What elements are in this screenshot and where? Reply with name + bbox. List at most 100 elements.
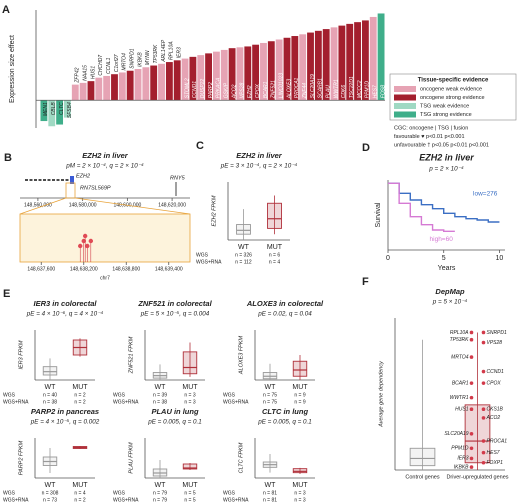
legend-swatch — [394, 94, 416, 101]
x-tick-label: WT — [238, 244, 250, 251]
gene-label: EZH2 — [247, 85, 253, 98]
gene-label: PROCA1 — [294, 77, 300, 98]
legend-note: unfavourable † p<0.05 p<0.01 p<0.001 — [394, 142, 489, 148]
subtitle: pE = 0.02, q = 0.04 — [257, 311, 312, 318]
point-label: TP53RK — [450, 337, 470, 343]
title: DepMap — [435, 287, 465, 296]
subtitle: p = 2 × 10⁻⁴ — [428, 166, 464, 173]
row-count: n = 2 — [74, 399, 85, 405]
row-label: WGS — [196, 252, 209, 258]
box — [182, 351, 198, 375]
gene-label: FOSB — [380, 84, 386, 98]
point — [469, 381, 474, 385]
x-tick-label: MUT — [72, 482, 88, 489]
row-label: WGS+RNA — [3, 497, 29, 503]
gene-label: ALOXE3 — [286, 79, 292, 100]
x-axis-label: chr7 — [100, 275, 110, 281]
x-tick-label: WT — [155, 482, 167, 489]
row-count: n = 6 — [269, 252, 280, 258]
gene-label: RN7SL569P — [80, 185, 111, 191]
row-count: n = 326 — [235, 252, 252, 258]
survival-curve — [388, 182, 455, 233]
bar — [244, 46, 252, 101]
x-tick-label: WT — [45, 482, 57, 489]
gene-label: IKBKB — [137, 52, 143, 67]
row-count: n = 38 — [43, 399, 57, 405]
point-label: ACO2 — [486, 415, 501, 421]
gene-label: CDK6 — [341, 85, 347, 99]
y-axis-label: IER3 FPKM — [18, 340, 24, 369]
gene-label: RPL10A — [169, 41, 175, 60]
gene-label: PPM1D — [365, 81, 371, 99]
box — [262, 372, 278, 380]
gene-label: ZFP42 — [75, 67, 81, 83]
gene-label: PARP2 — [208, 82, 214, 98]
box — [464, 404, 491, 464]
x-tick-label: 148,580,000 — [69, 202, 97, 208]
title: EZH2 in liver — [82, 151, 129, 160]
legend-swatch — [394, 86, 416, 92]
point-label: CPOX — [487, 380, 502, 386]
x-tick-label: MUT — [292, 384, 308, 391]
gene-label: MCCC2 — [357, 80, 363, 98]
mutation — [85, 243, 90, 249]
x-axis-label: Years — [438, 265, 456, 272]
row-count: n = 112 — [235, 259, 252, 265]
row-count: n = 308 — [42, 490, 59, 496]
bar — [111, 74, 118, 101]
x-tick-label: MUT — [267, 244, 283, 251]
x-tick-label: MUT — [182, 482, 198, 489]
gene-label: ACO2 — [231, 84, 237, 99]
row-count: n = 4 — [269, 259, 280, 265]
mutation — [82, 233, 88, 239]
bar — [150, 65, 158, 101]
gene-label: ARL14EP — [161, 39, 167, 63]
bar — [142, 67, 150, 101]
bar — [79, 82, 87, 101]
bar — [220, 49, 228, 101]
y-axis-label: ALOXE3 FPKM — [238, 335, 244, 375]
subtitle: p = 5 × 10⁻⁴ — [432, 299, 468, 306]
point — [481, 416, 486, 420]
row-label: WGS+RNA — [223, 399, 249, 405]
row-count: n = 3 — [184, 392, 195, 398]
bar — [48, 100, 56, 127]
mutation — [78, 243, 83, 249]
gene-label: ZNF521 — [271, 80, 277, 99]
subtitle: pE = 3 × 10⁻⁴, q = 2 × 10⁻⁴ — [220, 163, 298, 170]
point — [469, 355, 474, 359]
point — [481, 407, 486, 412]
point — [469, 456, 474, 461]
legend-label: TSG strong evidence — [420, 112, 472, 118]
x-tick-label: 148,620,000 — [158, 202, 186, 208]
gene-label: C1orf27 — [114, 54, 120, 72]
row-count: n = 3 — [294, 490, 305, 496]
point — [469, 407, 474, 412]
bar — [377, 13, 385, 101]
point — [481, 450, 486, 455]
row-label: WGS+RNA — [196, 259, 222, 265]
title: PLAU in lung — [151, 407, 198, 416]
x-tick-label: 5 — [442, 255, 446, 262]
bar — [56, 100, 64, 125]
gene-label: SFSB4 — [67, 102, 73, 118]
gene-label: TP53RK — [153, 44, 159, 64]
bar — [291, 36, 299, 101]
legend-note: CGC: oncogene | TSG | fusion — [394, 125, 468, 131]
panel-letter: D — [362, 142, 370, 154]
gene-label: CCNL1 — [106, 57, 112, 74]
bar — [361, 20, 369, 101]
bar — [197, 55, 205, 101]
gene-label: EZH2 — [76, 173, 90, 179]
row-count: n = 40 — [43, 392, 57, 398]
y-axis-label: CLTC FPKM — [238, 442, 244, 473]
box — [182, 463, 198, 470]
row-count: n = 2 — [74, 497, 85, 503]
point — [469, 337, 474, 342]
panel-letter: C — [196, 140, 204, 152]
gene-label: NAA15 — [82, 65, 88, 81]
row-count: n = 5 — [184, 490, 195, 496]
bar — [283, 37, 291, 101]
row-count: n = 3 — [294, 497, 305, 503]
gene-label: MRTO4 — [122, 53, 128, 71]
